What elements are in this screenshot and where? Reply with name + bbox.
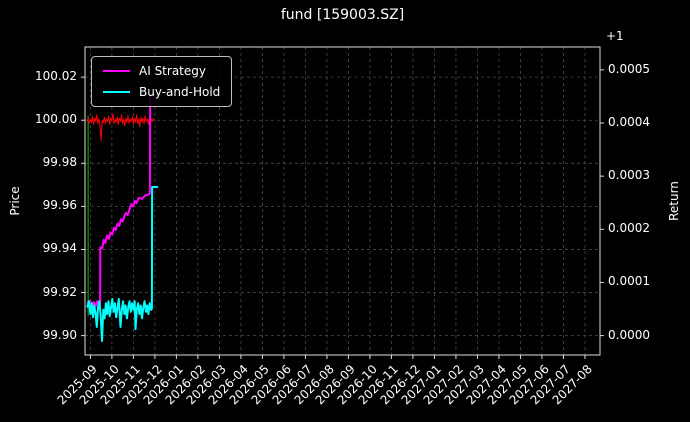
series-buy-and-hold xyxy=(86,186,159,342)
return-tick-label: 0.0003 xyxy=(608,168,650,183)
legend: AI Strategy Buy-and-Hold xyxy=(91,56,233,107)
return-tick-label: 0.0005 xyxy=(608,61,650,76)
price-tick-label: 99.92 xyxy=(42,284,77,299)
buy-and-hold-line-sample xyxy=(103,91,130,93)
series-fund-price xyxy=(86,113,155,142)
price-tick-label: 99.98 xyxy=(42,155,77,170)
return-tick-label: 0.0002 xyxy=(608,221,650,236)
return-tick-label: 0.0004 xyxy=(608,115,650,129)
plot-border xyxy=(84,46,601,356)
price-tick-label: 99.90 xyxy=(42,327,77,342)
legend-label-ai-strategy: AI Strategy xyxy=(139,64,206,78)
legend-label-buy-and-hold: Buy-and-Hold xyxy=(139,85,221,99)
price-tick-label: 100.02 xyxy=(35,69,77,84)
return-tick-label: 0.0000 xyxy=(608,327,650,342)
price-tick-label: 100.00 xyxy=(35,112,77,127)
legend-item-ai-strategy: AI Strategy xyxy=(103,64,220,78)
price-tick-label: 99.96 xyxy=(42,198,77,213)
return-axis-label: Return xyxy=(667,181,681,221)
ai-strategy-line-sample xyxy=(103,70,130,72)
series-ai-strategy xyxy=(86,93,155,309)
return-axis-offset-text: +1 xyxy=(606,29,624,43)
price-tick-label: 99.94 xyxy=(42,241,77,256)
return-tick-label: 0.0001 xyxy=(608,274,650,289)
legend-item-buy-and-hold: Buy-and-Hold xyxy=(103,85,220,99)
chart-title: fund [159003.SZ] xyxy=(280,7,405,23)
price-axis-label: Price xyxy=(8,186,22,216)
